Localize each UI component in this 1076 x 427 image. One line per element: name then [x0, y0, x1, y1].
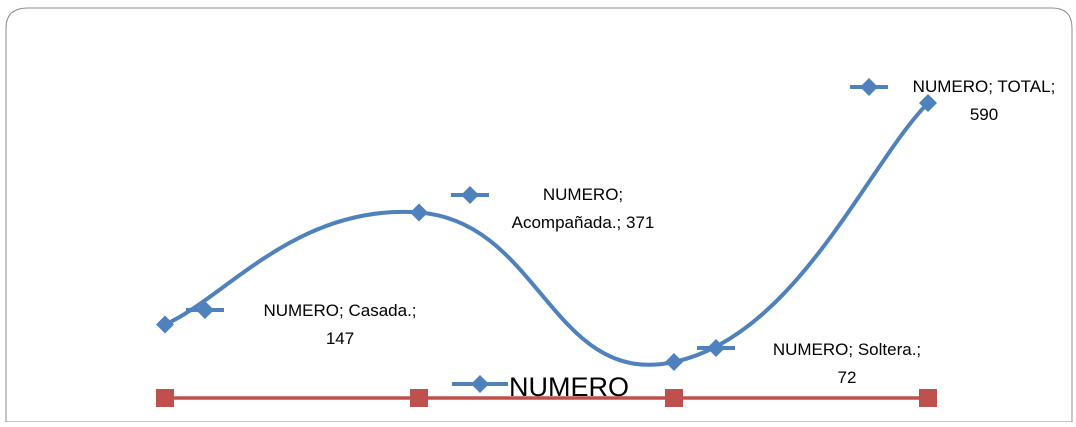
legend: NUMERO — [452, 372, 629, 402]
data-label-3-line-2: 72 — [838, 368, 857, 387]
series-2-marker-4 — [919, 389, 937, 407]
series-2-marker-2 — [410, 389, 428, 407]
data-label-key-diamond-icon-4 — [860, 78, 878, 96]
series-2-marker-1 — [156, 389, 174, 407]
plot-area — [156, 94, 937, 407]
series-numero-line — [163, 101, 930, 367]
data-label-1-line-1: NUMERO; Casada.; — [263, 301, 416, 320]
data-labels: NUMERO; Casada.; 147 NUMERO; Acompañada.; 3… — [186, 77, 1055, 387]
data-label-2-line-2: Acompañada.; 371 — [512, 213, 655, 232]
data-label-3-line-1: NUMERO; Soltera.; — [773, 340, 921, 359]
series-numero-marker-acompaada — [410, 203, 428, 222]
data-label-4-line-1: NUMERO; TOTAL; — [913, 77, 1056, 96]
series-numero-marker-casada — [156, 315, 174, 334]
data-label-1-line-2: 147 — [326, 329, 354, 348]
series-2-marker-3 — [665, 389, 683, 407]
data-label-key-diamond-icon-3 — [707, 339, 725, 357]
legend-label: NUMERO — [509, 372, 629, 402]
series-numero-marker-total — [919, 94, 937, 112]
legend-diamond-icon — [471, 375, 489, 393]
data-label-key-diamond-icon-1 — [196, 301, 214, 319]
series-numero-marker-soltera — [665, 353, 683, 371]
data-label-4-line-2: 590 — [970, 105, 998, 124]
data-label-key-diamond-icon-2 — [461, 186, 479, 204]
data-label-2-line-1: NUMERO; — [543, 185, 623, 204]
